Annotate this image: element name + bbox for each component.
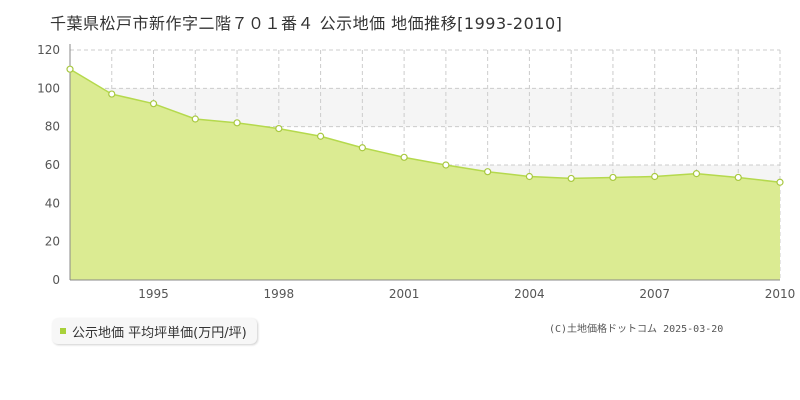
y-tick-label: 40 xyxy=(45,196,60,210)
x-tick-label: 2001 xyxy=(389,287,420,301)
copyright-credit: (C)土地価格ドットコム 2025-03-20 xyxy=(549,324,724,335)
data-point xyxy=(692,170,701,178)
x-tick-label: 2010 xyxy=(765,287,796,301)
legend-label: 公示地価 平均坪単価(万円/坪) xyxy=(72,325,247,341)
chart-title: 千葉県松戸市新作字二階７０１番４ 公示地価 地価推移[1993-2010] xyxy=(50,14,563,33)
y-tick-label: 80 xyxy=(45,120,60,134)
data-point xyxy=(442,161,450,169)
x-tick-label: 2007 xyxy=(639,287,670,301)
data-points xyxy=(66,65,784,186)
x-tick-label: 1995 xyxy=(138,287,169,301)
data-point xyxy=(191,115,199,123)
data-point xyxy=(484,168,492,176)
data-point xyxy=(149,100,158,108)
data-point xyxy=(400,153,408,161)
data-point xyxy=(609,173,617,182)
y-tick-label: 60 xyxy=(45,158,60,172)
x-tick-labels: 1995 1998 2001 2004 2007 2010 xyxy=(138,287,795,301)
data-point xyxy=(567,174,575,183)
data-point xyxy=(651,172,659,181)
area-fill xyxy=(70,69,780,281)
series-line xyxy=(69,68,781,183)
data-point xyxy=(525,172,534,181)
legend-marker xyxy=(60,328,66,334)
data-point xyxy=(66,65,74,73)
axes xyxy=(69,44,780,281)
x-tick-label: 1998 xyxy=(264,287,295,301)
data-point xyxy=(358,144,366,152)
y-tick-label: 120 xyxy=(37,43,60,57)
data-point xyxy=(776,178,784,186)
y-tick-label: 100 xyxy=(37,81,60,95)
y-tick-labels: 0 20 40 60 80 100 120 xyxy=(37,43,60,287)
y-tick-label: 20 xyxy=(45,235,60,249)
data-point xyxy=(275,124,283,133)
data-point xyxy=(316,132,325,140)
data-point xyxy=(233,119,241,127)
data-point xyxy=(108,90,116,98)
data-point xyxy=(734,173,742,182)
y-tick-label: 0 xyxy=(52,273,60,287)
x-tick-label: 2004 xyxy=(514,287,545,301)
legend: 公示地価 平均坪単価(万円/坪) xyxy=(52,318,257,344)
